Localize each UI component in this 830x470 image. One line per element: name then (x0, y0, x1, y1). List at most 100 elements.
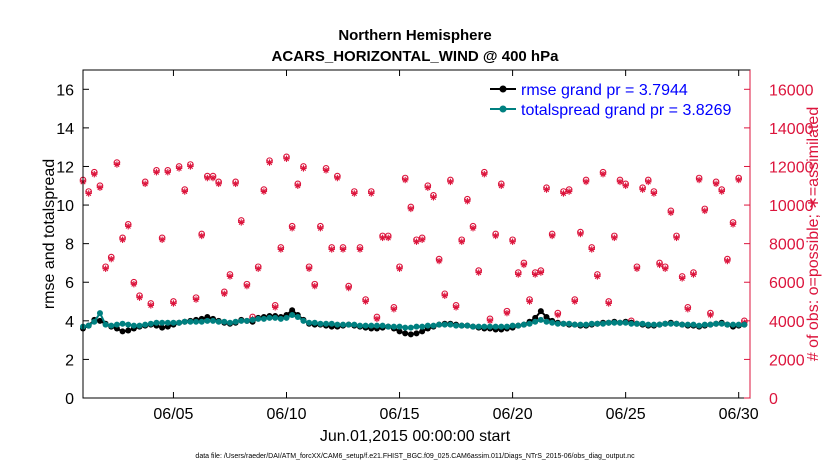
data-file-footer: data file: /Users/raeder/DAI/ATM_forcXX/… (195, 453, 635, 460)
totalspread-point (583, 321, 590, 328)
y2-tick-label: 16000 (769, 82, 814, 99)
totalspread-point (628, 320, 635, 327)
totalspread-point (187, 318, 194, 325)
obs-assimilated-point (153, 169, 160, 176)
obs-assimilated-point (458, 238, 465, 245)
obs-assimilated-point (441, 292, 448, 299)
totalspread-point (486, 323, 493, 330)
totalspread-point (611, 319, 618, 326)
obs-assimilated-point (413, 238, 420, 245)
totalspread-point (554, 320, 561, 327)
totalspread-point (679, 321, 686, 328)
x-tick-label: 06/30 (719, 406, 759, 423)
obs-assimilated-point (577, 230, 584, 238)
obs-assimilated-point (418, 236, 426, 243)
obs-assimilated-point (673, 234, 680, 242)
totalspread-point (390, 323, 397, 330)
obs-assimilated-point (294, 182, 301, 189)
totalspread-point (351, 321, 358, 328)
legend-spread-marker (499, 105, 507, 113)
obs-assimilated-point (192, 296, 200, 303)
obs-assimilated-point (724, 257, 731, 265)
obs-assimilated-point (102, 265, 109, 272)
totalspread-point (543, 318, 550, 325)
totalspread-point (605, 319, 612, 326)
totalspread-point (741, 321, 748, 328)
totalspread-point (170, 319, 177, 326)
totalspread-point (181, 318, 188, 325)
x-tick-label: 06/20 (493, 406, 533, 423)
obs-assimilated-point (526, 298, 533, 305)
totalspread-point (108, 322, 115, 329)
obs-assimilated-point (181, 188, 188, 195)
totalspread-point (656, 321, 663, 328)
y2-tick-label: 4000 (769, 314, 805, 331)
legend: rmse grand pr = 3.7944 totalspread grand… (486, 78, 742, 124)
obs-assimilated-point (678, 275, 686, 282)
obs-assimilated-point (729, 221, 737, 228)
x-tick-label: 06/05 (153, 406, 193, 423)
totalspread-point (407, 324, 414, 331)
obs-assimilated-point (599, 170, 607, 178)
totalspread-point (735, 321, 742, 328)
obs-assimilated-point (147, 302, 155, 309)
totalspread-point (340, 321, 347, 328)
totalspread-point (453, 322, 460, 329)
totalspread-point (153, 319, 160, 326)
obs-assimilated-point (690, 271, 697, 278)
obs-assimilated-point (662, 265, 669, 272)
totalspread-point (537, 316, 544, 323)
totalspread-point (622, 319, 629, 326)
obs-assimilated-point (464, 198, 471, 205)
totalspread-point (142, 321, 149, 328)
obs-assimilated-point (221, 290, 228, 298)
y2-tick-label: 10000 (769, 198, 814, 215)
totalspread-point (662, 320, 669, 327)
totalspread-point (447, 321, 454, 328)
totalspread-point (136, 322, 143, 329)
obs-assimilated-point (560, 190, 567, 197)
totalspread-point (210, 317, 217, 324)
totalspread-point (85, 322, 92, 329)
obs-assimilated-point (452, 304, 460, 311)
obs-assimilated-point (226, 273, 234, 280)
obs-assimilated-point (639, 186, 646, 193)
obs-assimilated-point (650, 190, 658, 197)
rmse-point (159, 324, 166, 331)
totalspread-point (198, 318, 205, 325)
totalspread-point (385, 323, 392, 330)
totalspread-point (718, 320, 725, 327)
totalspread-point (594, 320, 601, 327)
obs-assimilated-point (475, 269, 482, 276)
right-axis: 0 2000 4000 6000 8000 10000 12000 14000 16000 (744, 82, 814, 408)
y-tick-label: 14 (56, 121, 74, 138)
obs-assimilated-point (447, 178, 454, 186)
rmse-point (119, 328, 126, 335)
totalspread-point (532, 318, 539, 325)
y-axis-label: rmse and totalspread (41, 159, 58, 309)
obs-assimilated-point (305, 265, 313, 272)
obs-assimilated-point (130, 280, 138, 288)
totalspread-point (373, 322, 380, 329)
totalspread-point (492, 323, 499, 330)
totalspread-point (215, 318, 222, 325)
obs-assimilated-point (164, 169, 171, 176)
totalspread-point (696, 322, 703, 329)
obs-assimilated-point (215, 180, 222, 188)
obs-assimilated-point (175, 165, 183, 172)
obs-assimilated-point (322, 167, 330, 174)
rmse-point (125, 327, 132, 334)
totalspread-point (119, 320, 126, 327)
rmse-point (537, 308, 544, 315)
obs-assimilated-point (328, 246, 335, 253)
totalspread-point (311, 319, 318, 326)
totalspread-point (430, 322, 437, 329)
rmse-point (407, 331, 414, 338)
totalspread-point (356, 322, 363, 329)
obs-assimilated-point (616, 178, 624, 186)
x-tick-label: 06/10 (266, 406, 306, 423)
totalspread-point (639, 320, 646, 327)
totalspread-point (125, 321, 132, 328)
obs-assimilated-point (204, 174, 211, 182)
y-tick-label: 6 (65, 275, 74, 292)
